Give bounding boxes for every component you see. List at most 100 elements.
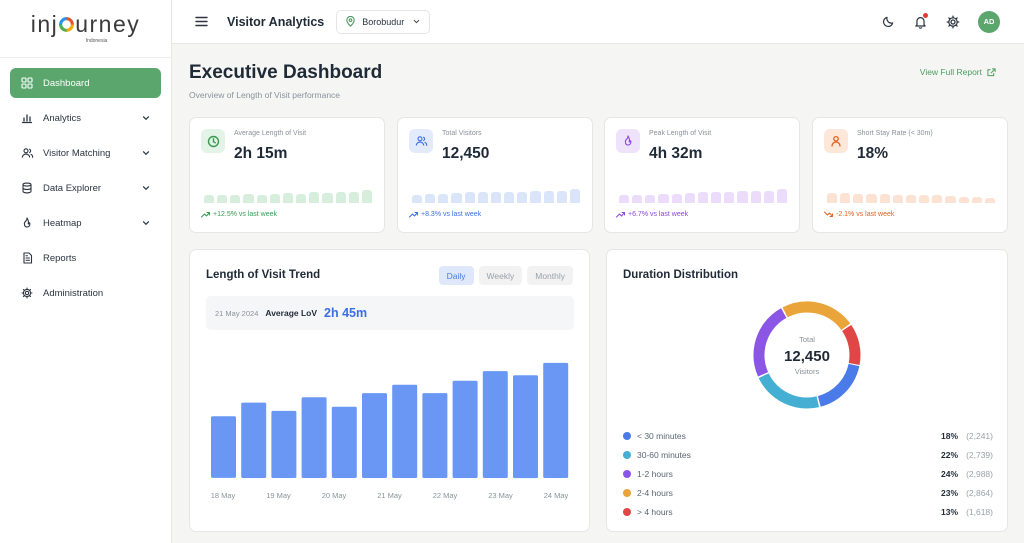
legend-item[interactable]: 2-4 hours 23% (2,864) (623, 483, 993, 502)
tab-monthly[interactable]: Monthly (527, 266, 573, 285)
kpi-sparkline-bar (827, 193, 838, 203)
trend-up-icon (409, 212, 418, 218)
chart-bar[interactable] (452, 380, 478, 478)
chart-bar[interactable] (392, 384, 418, 478)
kpi-sparkline-bar (556, 191, 567, 203)
external-link-icon (987, 67, 996, 76)
kpi-label: Peak Length of Visit (649, 130, 712, 137)
trend-tabs: Daily Weekly Monthly (438, 266, 573, 285)
kpi-sparkline-bar (658, 194, 669, 203)
legend-item[interactable]: 1-2 hours 24% (2,988) (623, 464, 993, 483)
chart-bar[interactable] (362, 393, 387, 478)
legend-item[interactable]: 30-60 minutes 22% (2,739) (623, 445, 993, 464)
kpi-label: Short Stay Rate (< 30m) (857, 130, 933, 137)
chart-bar[interactable] (543, 362, 569, 478)
users-icon (409, 129, 433, 153)
sidebar-item-visitor-matching[interactable]: Visitor Matching (10, 138, 161, 168)
top-bar: Visitor Analytics Borobudur AD (172, 0, 1024, 44)
page-title: Executive Dashboard (189, 62, 383, 83)
legend-item[interactable]: > 4 hours 13% (1,618) (623, 502, 993, 521)
chart-bar[interactable] (271, 410, 297, 478)
x-tick-label: 18 May (211, 491, 236, 500)
kpi-change-text: -2.1% vs last week (836, 211, 895, 218)
kpi-card-average-length-of-visit[interactable]: Average Length of Visit 2h 15m +12.5% vs l… (189, 117, 385, 233)
kpi-sparkline-bar (477, 192, 488, 203)
kpi-sparkline-bar (724, 192, 735, 203)
chevron-down-icon (414, 19, 420, 24)
donut-slice[interactable] (750, 298, 864, 412)
sidebar-item-label: Data Explorer (43, 182, 102, 194)
x-tick-label: 23 May (488, 491, 513, 500)
legend-label: 1-2 hours (637, 468, 673, 479)
sidebar-item-analytics[interactable]: Analytics (10, 103, 161, 133)
kpi-sparkline (619, 188, 788, 203)
kpi-card-peak-length-of-visit[interactable]: Peak Length of Visit 4h 32m +6.7% vs last … (604, 117, 800, 233)
location-selector[interactable]: Borobudur (336, 9, 431, 34)
kpi-sparkline-bar (204, 195, 215, 203)
sidebar-item-label: Administration (43, 287, 104, 299)
bell-icon[interactable] (913, 13, 928, 29)
summary-value: 2h 45m (324, 306, 368, 320)
trend-title: Length of Visit Trend (206, 269, 321, 281)
kpi-sparkline-bar (543, 191, 554, 203)
kpi-sparkline-bar (296, 194, 307, 203)
legend-count: (2,864) (966, 487, 993, 498)
legend-item[interactable]: < 30 minutes 18% (2,241) (623, 426, 993, 445)
kpi-sparkline-bar (322, 193, 333, 203)
kpi-sparkline-bar (866, 194, 877, 203)
sidebar-item-dashboard[interactable]: Dashboard (10, 68, 161, 98)
sidebar-item-reports[interactable]: Reports (10, 243, 161, 273)
chart-bar[interactable] (331, 406, 357, 478)
kpi-sparkline-bar (684, 193, 695, 203)
menu-icon[interactable] (194, 15, 208, 29)
logo-mark-icon (59, 17, 75, 32)
x-tick-label: 22 May (433, 491, 458, 500)
chart-bar[interactable] (301, 397, 327, 478)
legend-count: (2,241) (966, 430, 993, 441)
tab-daily[interactable]: Daily (438, 266, 474, 285)
chart-bar[interactable] (241, 402, 267, 478)
kpi-sparkline-bar (256, 195, 267, 203)
avatar[interactable]: AD (978, 10, 1000, 33)
donut-slice[interactable] (750, 298, 864, 412)
kpi-sparkline-bar (632, 195, 643, 203)
donut-slice[interactable] (750, 298, 864, 412)
kpi-value: 12,450 (442, 145, 490, 162)
sidebar-item-data-explorer[interactable]: Data Explorer (10, 173, 161, 203)
kpi-sparkline-bar (530, 191, 541, 203)
legend-label: 30-60 minutes (637, 449, 691, 460)
kpi-change: -2.1% vs last week (824, 211, 894, 218)
kpi-sparkline-bar (750, 191, 761, 203)
donut-center-caption: Total (799, 335, 815, 344)
kpi-card-total-visitors[interactable]: Total Visitors 12,450 +8.3% vs last week (397, 117, 593, 233)
trend-bar-chart: 18 May 19 May 20 May 21 May 22 May 23 May 24 M… (211, 362, 569, 500)
kpi-card-short-stay-rate-30m[interactable]: Short Stay Rate (< 30m) 18% -2.1% vs last … (812, 117, 1008, 233)
kpi-sparkline (204, 188, 373, 203)
chart-bar[interactable] (422, 393, 448, 478)
moon-icon[interactable] (881, 14, 896, 29)
legend-percent: 18% (940, 430, 958, 441)
kpi-sparkline-bar (645, 195, 656, 203)
sidebar-item-heatmap[interactable]: Heatmap (10, 208, 161, 238)
chart-bar[interactable] (482, 371, 508, 478)
tab-weekly[interactable]: Weekly (478, 266, 523, 285)
kpi-sparkline-bar (879, 194, 890, 203)
kpi-sparkline-bar (282, 193, 294, 203)
sidebar-item-administration[interactable]: Administration (10, 278, 161, 308)
x-tick-label: 20 May (322, 491, 347, 500)
settings-gear-icon[interactable] (945, 14, 960, 29)
chart-bar[interactable] (513, 375, 538, 479)
kpi-sparkline-bar (425, 194, 436, 203)
kpi-sparkline-bar (504, 192, 515, 203)
kpi-sparkline-bar (230, 195, 241, 203)
chevron-down-icon (142, 221, 150, 226)
view-full-report-link[interactable]: View Full Report (920, 67, 996, 77)
donut-slice[interactable] (750, 298, 864, 412)
page-subtitle: Overview of Length of Visit performance (189, 90, 341, 100)
brand-logo[interactable]: inj urney Indonesia (0, 0, 171, 58)
chart-bar[interactable] (211, 416, 236, 478)
legend-count: (2,739) (966, 449, 993, 460)
kpi-sparkline-bar (671, 194, 682, 203)
kpi-sparkline-bar (984, 198, 996, 203)
legend-label: < 30 minutes (637, 430, 686, 441)
